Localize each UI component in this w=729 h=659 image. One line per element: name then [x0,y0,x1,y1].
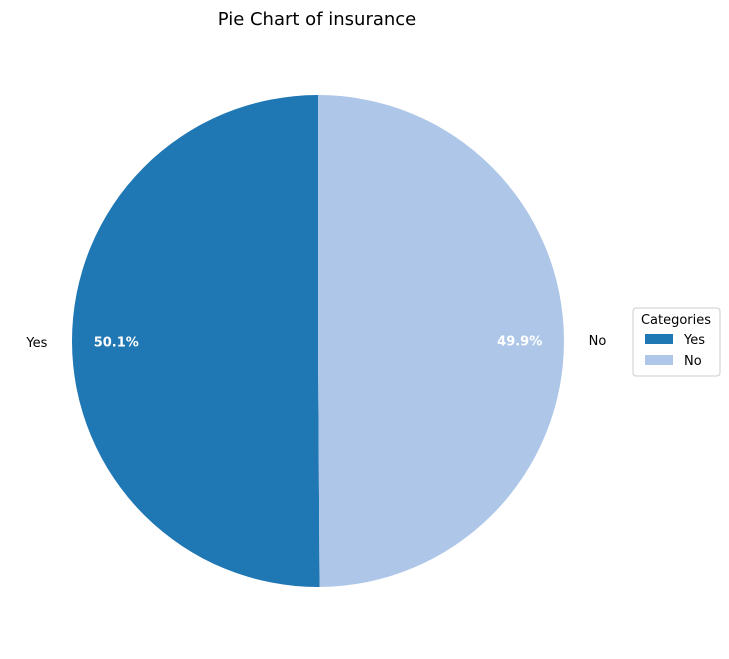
percent-label-no: 49.9% [497,334,542,349]
legend-swatch-no [645,355,673,365]
percent-label-yes: 50.1% [94,336,139,351]
pie-labels: Yes 50.1% No 49.9% [25,334,606,351]
pie-slice-no [318,95,564,587]
legend-swatch-yes [645,334,673,344]
pie-slice-yes [71,95,320,587]
category-label-no: No [589,334,607,349]
legend: Categories Yes No [632,307,721,377]
pie-slices [71,95,564,587]
legend-label-no: No [684,354,702,369]
chart-title: Pie Chart of insurance [218,9,417,30]
legend-label-yes: Yes [683,333,705,348]
legend-title: Categories [641,313,711,328]
category-label-yes: Yes [25,336,47,351]
